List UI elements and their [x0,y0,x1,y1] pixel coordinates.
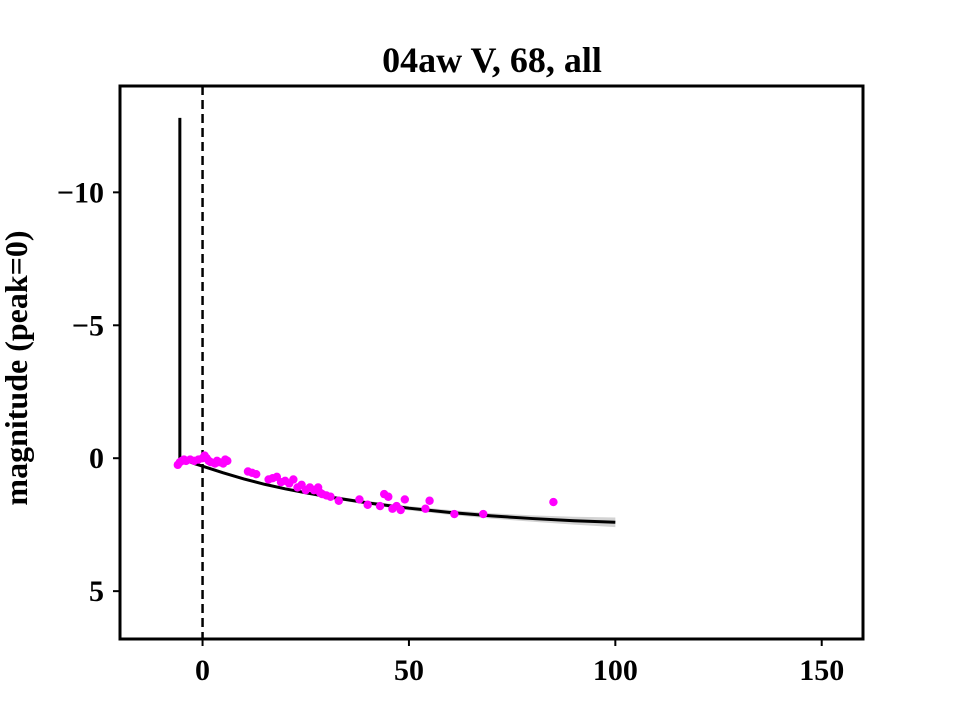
data-point [355,495,364,504]
x-tick-label: 150 [799,654,844,687]
data-point [425,496,434,505]
plot-area [173,86,616,639]
plot-frame [118,84,865,641]
y-axis-label: magnitude (peak=0) [0,230,34,505]
data-point [252,469,261,479]
data-point [375,501,385,511]
data-point [326,492,335,501]
data-point [334,496,343,505]
data-point [396,505,405,515]
x-tick-label: 100 [593,654,638,687]
data-point [450,509,459,519]
y-tick-label: 0 [89,442,104,475]
data-point [223,456,232,466]
x-tick-label: 50 [394,654,424,687]
data-point [549,497,558,507]
x-tick-label: 0 [195,654,210,687]
chart-title: 04aw V, 68, all [382,40,602,80]
data-point [400,495,410,504]
y-axis-ticks: −10 −5 0 5 [57,176,120,608]
y-tick-label: −10 [57,176,104,209]
x-axis-ticks: 0 50 100 150 [195,639,844,687]
data-point [479,509,488,519]
data-point [384,492,393,501]
y-tick-label: 5 [89,575,104,608]
fit-uncertainty-band [202,466,616,528]
fit-curve [178,117,616,524]
y-tick-label: −5 [72,309,104,342]
data-point [289,475,298,484]
data-point [421,504,430,513]
data-point [363,500,372,509]
